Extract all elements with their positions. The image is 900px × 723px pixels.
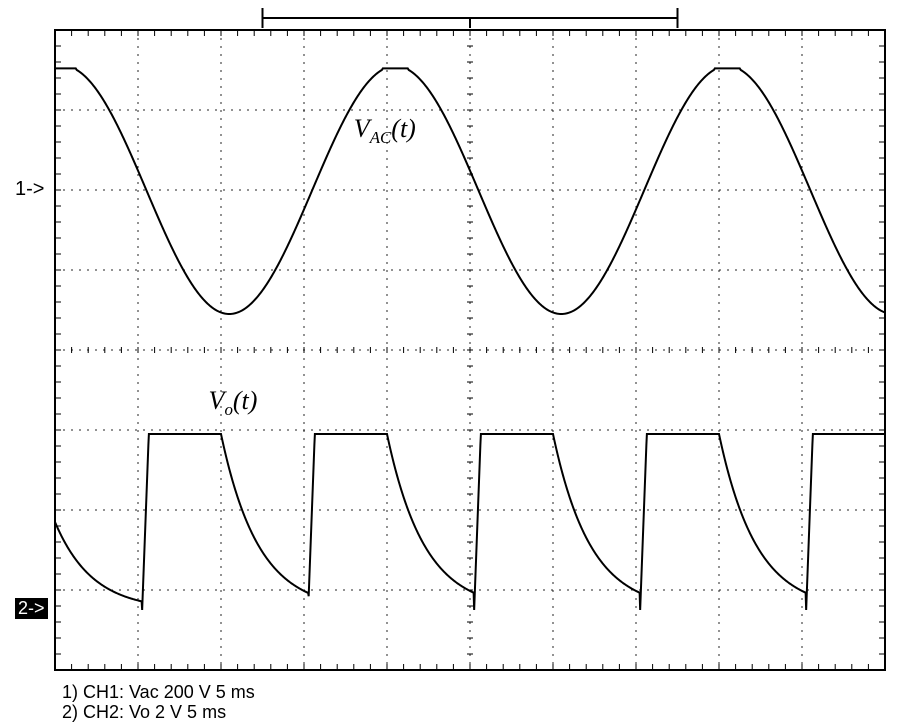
oscilloscope-screenshot: 1-> 2-> VAC(t) Vo(t) 1) CH1: Vac 200 V 5… [0, 0, 900, 716]
ch2-scale-readout: 2) CH2: Vo 2 V 5 ms [62, 702, 226, 723]
ch2-trace-label: Vo(t) [209, 386, 258, 420]
scope-plot-area [0, 0, 900, 716]
ch1-scale-readout: 1) CH1: Vac 200 V 5 ms [62, 682, 255, 703]
ch1-ground-marker: 1-> [15, 178, 44, 201]
ch1-trace-label: VAC(t) [354, 114, 416, 148]
ch2-ground-marker: 2-> [15, 598, 48, 619]
